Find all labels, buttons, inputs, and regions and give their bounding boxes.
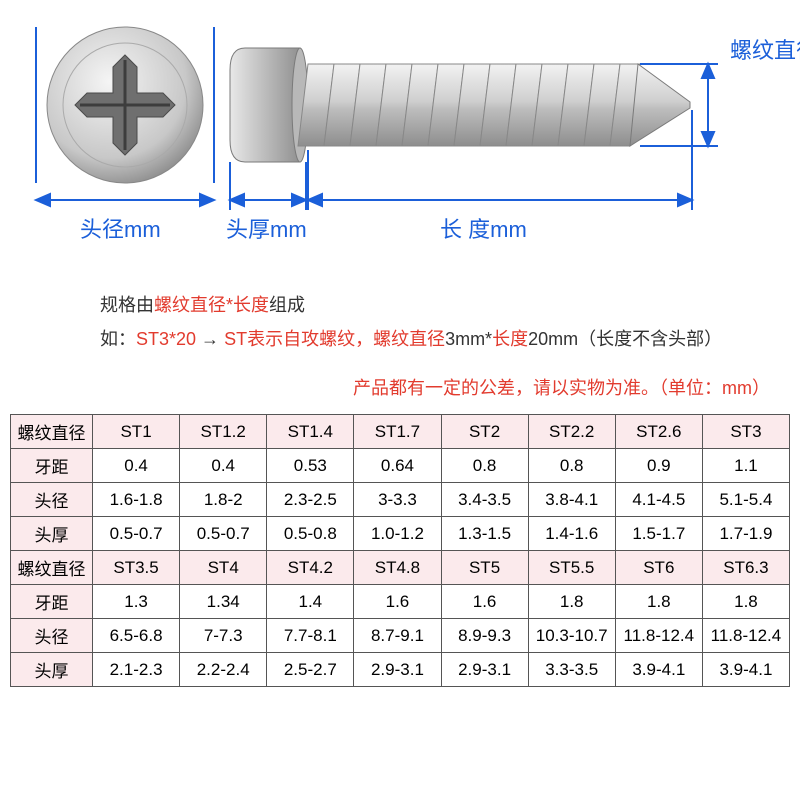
data-cell: 0.5-0.8 xyxy=(267,517,354,551)
spec-description: 规格由螺纹直径*长度组成 如：ST3*20 → ST表示自攻螺纹，螺纹直径3mm… xyxy=(0,280,800,356)
data-cell: 0.64 xyxy=(354,449,441,483)
tolerance-note: 产品都有一定的公差，请以实物为准。（单位：mm） xyxy=(0,356,800,410)
data-cell: 1.1 xyxy=(702,449,789,483)
size-cell: ST2.2 xyxy=(528,415,615,449)
data-cell: 1.6-1.8 xyxy=(93,483,180,517)
data-cell: 1.34 xyxy=(180,585,267,619)
data-cell: 1.8 xyxy=(528,585,615,619)
row-header: 牙距 xyxy=(11,585,93,619)
data-cell: 7-7.3 xyxy=(180,619,267,653)
data-cell: 0.5-0.7 xyxy=(93,517,180,551)
size-cell: ST3.5 xyxy=(93,551,180,585)
data-cell: 3-3.3 xyxy=(354,483,441,517)
data-cell: 0.5-0.7 xyxy=(180,517,267,551)
row-header: 头径 xyxy=(11,483,93,517)
data-cell: 1.5-1.7 xyxy=(615,517,702,551)
data-cell: 1.8 xyxy=(702,585,789,619)
data-cell: 0.4 xyxy=(180,449,267,483)
data-cell: 2.9-3.1 xyxy=(441,653,528,687)
data-cell: 0.8 xyxy=(528,449,615,483)
size-cell: ST6.3 xyxy=(702,551,789,585)
size-cell: ST6 xyxy=(615,551,702,585)
data-cell: 8.9-9.3 xyxy=(441,619,528,653)
data-cell: 1.3-1.5 xyxy=(441,517,528,551)
data-cell: 0.9 xyxy=(615,449,702,483)
row-header: 头径 xyxy=(11,619,93,653)
label-head-diameter: 头径mm xyxy=(80,212,161,244)
label-length: 长 度mm xyxy=(440,212,527,244)
size-cell: ST1 xyxy=(93,415,180,449)
data-cell: 5.1-5.4 xyxy=(702,483,789,517)
data-cell: 4.1-4.5 xyxy=(615,483,702,517)
size-cell: ST1.4 xyxy=(267,415,354,449)
screw-diagram: 头径mm 头厚mm 长 度mm 螺纹直径mm xyxy=(0,0,800,280)
size-cell: ST5.5 xyxy=(528,551,615,585)
data-cell: 1.8 xyxy=(615,585,702,619)
data-cell: 7.7-8.1 xyxy=(267,619,354,653)
size-cell: ST2 xyxy=(441,415,528,449)
row-header: 牙距 xyxy=(11,449,93,483)
data-cell: 1.8-2 xyxy=(180,483,267,517)
data-cell: 3.3-3.5 xyxy=(528,653,615,687)
size-cell: ST4.8 xyxy=(354,551,441,585)
data-cell: 0.8 xyxy=(441,449,528,483)
data-cell: 1.4 xyxy=(267,585,354,619)
data-cell: 0.53 xyxy=(267,449,354,483)
spec-table: 螺纹直径ST1ST1.2ST1.4ST1.7ST2ST2.2ST2.6ST3牙距… xyxy=(10,414,790,687)
data-cell: 11.8-12.4 xyxy=(615,619,702,653)
screw-side-view xyxy=(230,48,690,162)
data-cell: 2.3-2.5 xyxy=(267,483,354,517)
data-cell: 3.8-4.1 xyxy=(528,483,615,517)
data-cell: 3.4-3.5 xyxy=(441,483,528,517)
desc-line1: 规格由螺纹直径*长度组成 xyxy=(100,288,760,322)
size-cell: ST4.2 xyxy=(267,551,354,585)
size-cell: ST1.7 xyxy=(354,415,441,449)
data-cell: 1.6 xyxy=(441,585,528,619)
row-header: 头厚 xyxy=(11,653,93,687)
size-cell: ST1.2 xyxy=(180,415,267,449)
data-cell: 2.2-2.4 xyxy=(180,653,267,687)
screw-head-face xyxy=(47,27,203,183)
data-cell: 3.9-4.1 xyxy=(702,653,789,687)
data-cell: 0.4 xyxy=(93,449,180,483)
data-cell: 1.3 xyxy=(93,585,180,619)
data-cell: 1.0-1.2 xyxy=(354,517,441,551)
row-header: 头厚 xyxy=(11,517,93,551)
data-cell: 2.5-2.7 xyxy=(267,653,354,687)
data-cell: 10.3-10.7 xyxy=(528,619,615,653)
size-cell: ST4 xyxy=(180,551,267,585)
data-cell: 8.7-9.1 xyxy=(354,619,441,653)
data-cell: 6.5-6.8 xyxy=(93,619,180,653)
label-head-thickness: 头厚mm xyxy=(226,212,307,244)
data-cell: 2.1-2.3 xyxy=(93,653,180,687)
label-thread-diameter: 螺纹直径mm xyxy=(730,38,780,64)
data-cell: 3.9-4.1 xyxy=(615,653,702,687)
data-cell: 1.4-1.6 xyxy=(528,517,615,551)
data-cell: 11.8-12.4 xyxy=(702,619,789,653)
desc-line2: 如：ST3*20 → ST表示自攻螺纹，螺纹直径3mm*长度20mm（长度不含头… xyxy=(100,322,760,356)
size-cell: ST3 xyxy=(702,415,789,449)
data-cell: 1.6 xyxy=(354,585,441,619)
row-header: 螺纹直径 xyxy=(11,551,93,585)
row-header: 螺纹直径 xyxy=(11,415,93,449)
data-cell: 2.9-3.1 xyxy=(354,653,441,687)
size-cell: ST2.6 xyxy=(615,415,702,449)
data-cell: 1.7-1.9 xyxy=(702,517,789,551)
size-cell: ST5 xyxy=(441,551,528,585)
